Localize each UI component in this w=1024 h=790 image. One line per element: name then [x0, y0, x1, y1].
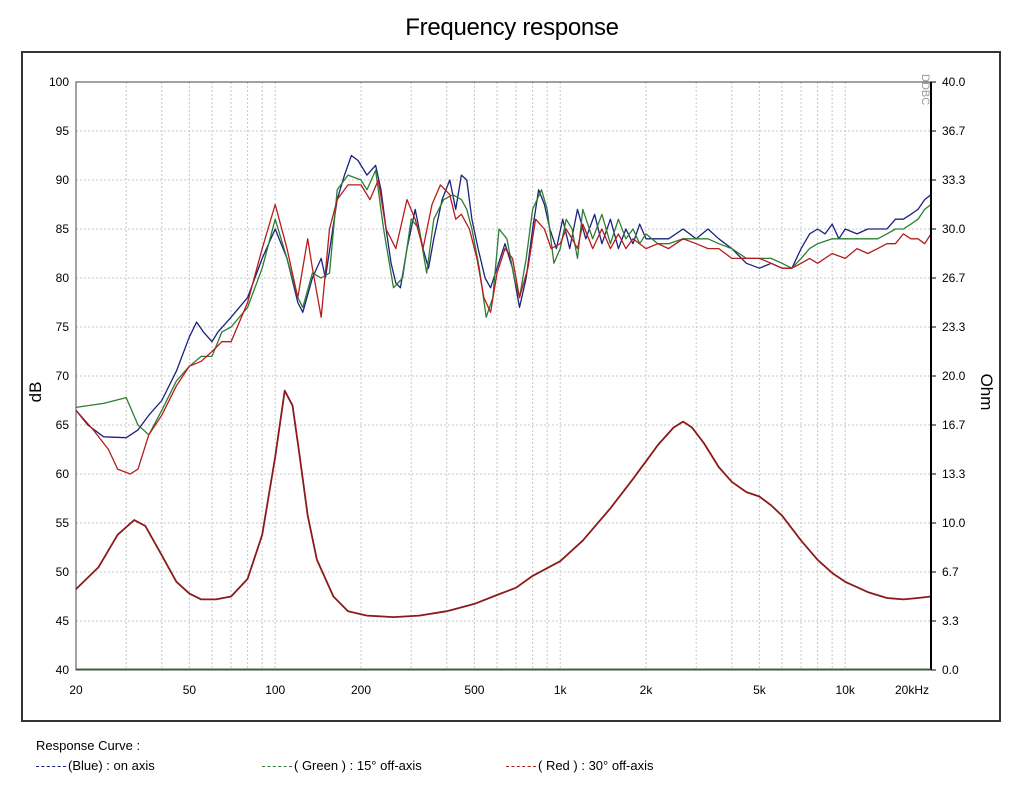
- y-tick-label: 40: [56, 663, 70, 677]
- y-tick-label: 55: [56, 516, 70, 530]
- legend-label-blue: (Blue) : on axis: [68, 758, 155, 773]
- y-tick-label: 70: [56, 369, 70, 383]
- x-tick-label: 200: [351, 683, 371, 697]
- y-tick-label: 100: [49, 75, 69, 89]
- x-tick-label: 50: [183, 683, 197, 697]
- axes: 100 95 90 85 80 75 70 65 60 55 50 45 40 40.0 36.7 33.3 3…: [49, 75, 966, 697]
- x-tick-label: 1k: [554, 683, 568, 697]
- x-tick-label: 10k: [836, 683, 856, 697]
- y2-tick-label: 36.7: [942, 124, 966, 138]
- legend-item-red: ( Red ) : 30° off-axis: [506, 758, 654, 773]
- x-tick-label: 20: [69, 683, 83, 697]
- y2-tick-label: 10.0: [942, 516, 966, 530]
- y2-tick-label: 26.7: [942, 271, 966, 285]
- x-tick-label: 20kHz: [895, 683, 929, 697]
- legend-label-red: ( Red ) : 30° off-axis: [538, 758, 654, 773]
- y2-tick-label: 33.3: [942, 173, 966, 187]
- x-tick-label: 5k: [753, 683, 767, 697]
- x-tick-label: 500: [464, 683, 484, 697]
- frequency-response-plot: 100 95 90 85 80 75 70 65 60 55 50 45 40 40.0 36.7 33.3 3…: [26, 74, 996, 697]
- curves: [75, 154, 932, 618]
- y-tick-label: 85: [56, 222, 70, 236]
- y2-tick-label: 13.3: [942, 467, 966, 481]
- legend-swatch-green: [262, 766, 292, 768]
- legend-label-green: ( Green ) : 15° off-axis: [294, 758, 422, 773]
- y-tick-label: 60: [56, 467, 70, 481]
- y-axis-label: dB: [26, 382, 45, 403]
- chart-frame: [21, 51, 1001, 722]
- y2-tick-label: 23.3: [942, 320, 966, 334]
- y-tick-label: 80: [56, 271, 70, 285]
- y2-axis-label: Ohm: [977, 374, 996, 411]
- legend-item-blue: (Blue) : on axis: [36, 758, 155, 773]
- y-tick-label: 90: [56, 173, 70, 187]
- legend-swatch-blue: [36, 766, 66, 768]
- legend-title: Response Curve :: [36, 738, 141, 753]
- y-tick-label: 45: [56, 614, 70, 628]
- y2-tick-label: 16.7: [942, 418, 966, 432]
- grid: [75, 81, 932, 671]
- y2-tick-label: 30.0: [942, 222, 966, 236]
- impedance-curve: [75, 389, 932, 618]
- red-curve: [75, 179, 932, 475]
- legend-swatch-red: [506, 766, 536, 768]
- green-curve: [75, 169, 932, 436]
- watermark: DDBC: [919, 74, 931, 105]
- x-tick-label: 2k: [640, 683, 654, 697]
- y-tick-label: 75: [56, 320, 70, 334]
- y-tick-label: 95: [56, 124, 70, 138]
- y2-tick-label: 6.7: [942, 565, 959, 579]
- blue-curve: [75, 154, 932, 439]
- chart-title: Frequency response: [405, 14, 619, 41]
- y-tick-label: 50: [56, 565, 70, 579]
- y2-tick-label: 0.0: [942, 663, 959, 677]
- y2-tick-label: 20.0: [942, 369, 966, 383]
- y2-tick-label: 3.3: [942, 614, 959, 628]
- legend-item-green: ( Green ) : 15° off-axis: [262, 758, 422, 773]
- y2-tick-label: 40.0: [942, 75, 966, 89]
- x-tick-label: 100: [265, 683, 285, 697]
- y-tick-label: 65: [56, 418, 70, 432]
